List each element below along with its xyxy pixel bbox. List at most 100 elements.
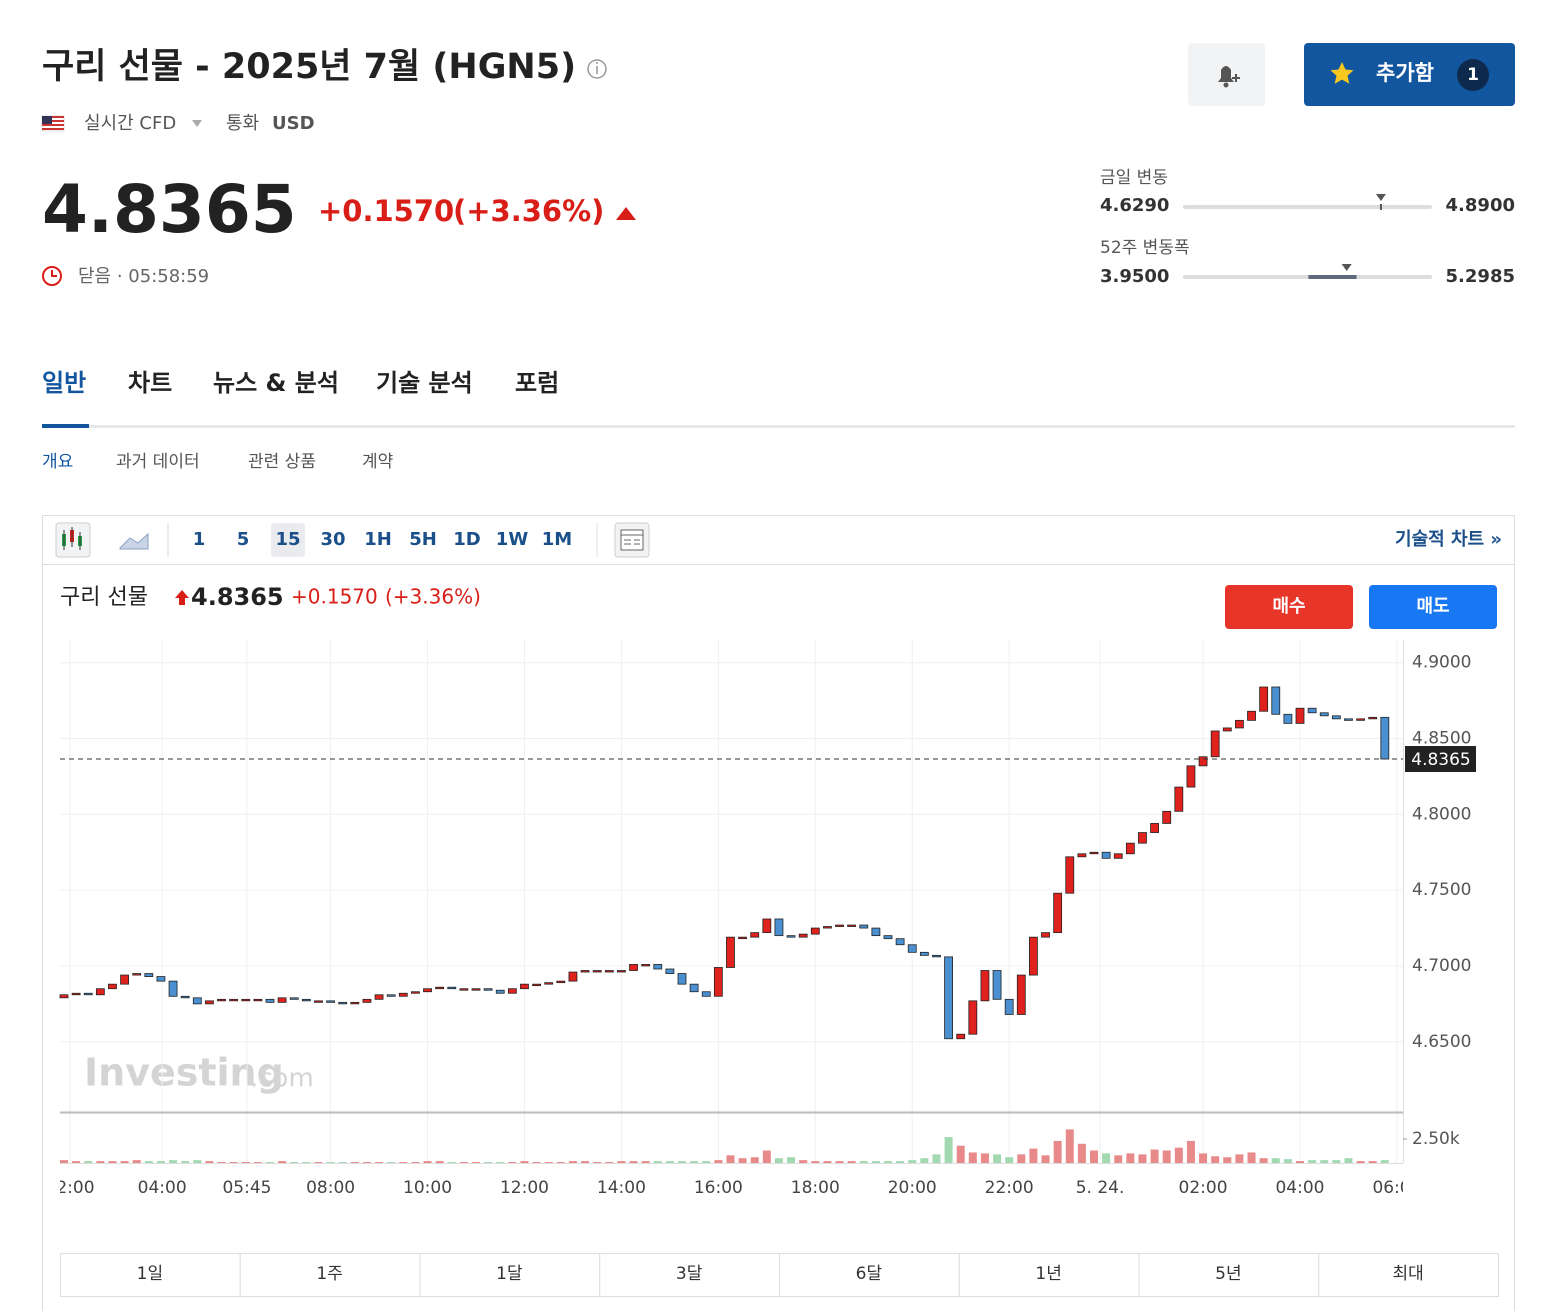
- candle-body: [907, 944, 917, 953]
- volume-bar: [1126, 1153, 1135, 1163]
- area-icon[interactable]: [119, 532, 149, 550]
- period-label[interactable]: 3달: [676, 1264, 703, 1284]
- candle-body: [1344, 718, 1353, 721]
- period-button[interactable]: [958, 1253, 1140, 1297]
- volume-bar: [96, 1161, 105, 1163]
- volume-bar: [1174, 1147, 1183, 1163]
- volume-bar: [714, 1160, 723, 1163]
- x-tick-label: 14:00: [597, 1178, 646, 1198]
- candle-body: [1259, 686, 1269, 712]
- volume-bar: [653, 1161, 662, 1163]
- up-arrow: [175, 590, 189, 605]
- buy-button[interactable]: 매수: [1225, 585, 1353, 629]
- candle-body: [398, 992, 408, 997]
- volume-bar: [193, 1160, 202, 1163]
- add-button[interactable]: 추가함 1: [1304, 43, 1515, 106]
- interval[interactable]: 1M: [542, 529, 572, 550]
- volume-bar: [641, 1161, 650, 1163]
- volume-bar: [1017, 1154, 1026, 1163]
- candle-body: [495, 989, 505, 994]
- candle-body: [95, 988, 105, 996]
- volume-bar: [1356, 1161, 1365, 1163]
- tab[interactable]: 일반: [42, 369, 86, 397]
- candle-icon[interactable]: [55, 522, 91, 558]
- x-tick-label: 12:00: [500, 1178, 549, 1198]
- sell-button[interactable]: 매도: [1369, 585, 1497, 629]
- period-label[interactable]: 1년: [1035, 1264, 1061, 1284]
- interval[interactable]: 1: [193, 529, 206, 550]
- region[interactable]: 실시간 CFD: [84, 113, 176, 134]
- volume-bar: [508, 1162, 517, 1163]
- volume-bar: [1283, 1159, 1292, 1163]
- period-label[interactable]: 최대: [1392, 1264, 1423, 1284]
- period-label[interactable]: 1일: [137, 1264, 163, 1284]
- candle-body: [277, 997, 287, 1003]
- subtab[interactable]: 계약: [362, 452, 393, 472]
- x-tick-label: 5. 24.: [1076, 1178, 1125, 1198]
- period-button[interactable]: [60, 1253, 241, 1297]
- volume-bar: [762, 1150, 771, 1163]
- candle-body: [944, 956, 953, 1040]
- candle-body: [265, 998, 275, 1003]
- interval[interactable]: 1W: [496, 529, 529, 550]
- interval[interactable]: 15: [275, 529, 300, 550]
- volume-bar: [1295, 1161, 1304, 1163]
- volume-bar: [1308, 1160, 1317, 1163]
- period-label[interactable]: 6달: [856, 1264, 883, 1284]
- last-price-bg: [1405, 746, 1476, 773]
- candle-body: [580, 970, 590, 973]
- subtab[interactable]: 과거 데이터: [116, 452, 200, 472]
- candle-body: [1065, 856, 1075, 894]
- volume-bar: [1344, 1158, 1353, 1163]
- candle-body: [350, 1001, 360, 1005]
- period-button[interactable]: [599, 1253, 780, 1297]
- candle-body: [326, 1000, 335, 1003]
- alert-button[interactable]: [1188, 43, 1265, 106]
- layout-icon[interactable]: [614, 522, 650, 558]
- interval[interactable]: 5: [237, 529, 250, 550]
- period-button[interactable]: [1318, 1253, 1499, 1297]
- period-button[interactable]: [1138, 1253, 1320, 1297]
- tab[interactable]: 차트: [128, 369, 172, 397]
- candle-body: [362, 998, 372, 1003]
- candle-body: [507, 988, 517, 994]
- volume-bar: [871, 1161, 880, 1163]
- volume-bar: [799, 1160, 808, 1163]
- candle-body: [411, 991, 420, 994]
- tab[interactable]: 뉴스 & 분석: [213, 369, 339, 397]
- period-button[interactable]: [779, 1253, 960, 1297]
- volume-bar: [920, 1158, 929, 1163]
- tab[interactable]: 포럼: [515, 369, 559, 397]
- volume-bar: [1162, 1150, 1171, 1163]
- volume-bar: [1259, 1158, 1268, 1163]
- volume-bar: [387, 1162, 396, 1163]
- info-icon[interactable]: [587, 59, 607, 79]
- volume-bar: [265, 1162, 274, 1163]
- week52-marker: [1341, 264, 1352, 271]
- period-button[interactable]: [239, 1253, 421, 1297]
- period-label[interactable]: 1달: [496, 1264, 523, 1284]
- candle-body: [956, 1033, 966, 1040]
- candle-body: [1053, 892, 1063, 934]
- volume-bar: [156, 1161, 165, 1163]
- x-tick-label: 02:00: [1179, 1178, 1228, 1198]
- candle-body: [665, 968, 675, 974]
- volume-bar: [362, 1162, 371, 1163]
- period-label[interactable]: 1주: [316, 1264, 342, 1284]
- candle-body: [762, 918, 772, 934]
- interval[interactable]: 5H: [409, 529, 437, 550]
- interval[interactable]: 30: [320, 529, 345, 550]
- subtab[interactable]: 개요: [42, 452, 73, 472]
- period-label[interactable]: 5년: [1215, 1264, 1241, 1284]
- dropdown-arrow[interactable]: [192, 120, 202, 127]
- tab[interactable]: 기술 분석: [376, 369, 473, 397]
- tech-chart-link[interactable]: 기술적 차트 »: [1395, 529, 1502, 550]
- x-tick-label: 02:00: [46, 1178, 95, 1198]
- volume-bar: [823, 1161, 832, 1163]
- interval[interactable]: 1D: [453, 529, 480, 550]
- subtab[interactable]: 관련 상품: [248, 452, 316, 472]
- interval[interactable]: 1H: [364, 529, 392, 550]
- volume-bar: [338, 1162, 347, 1163]
- volume-bar: [144, 1161, 153, 1163]
- candle-body: [1125, 842, 1135, 855]
